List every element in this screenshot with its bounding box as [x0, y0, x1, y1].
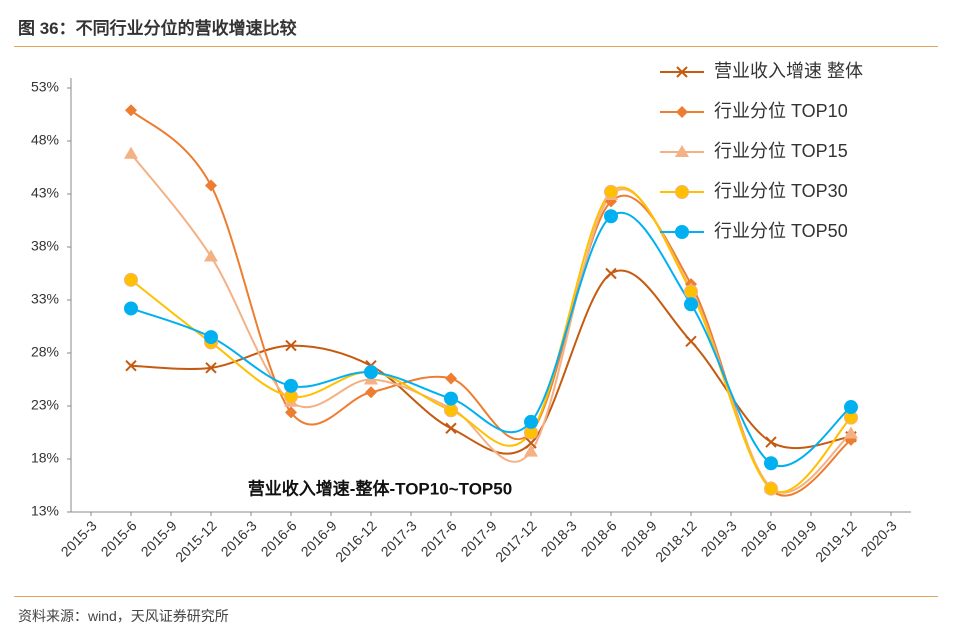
- point: [605, 267, 617, 280]
- point: [764, 481, 778, 496]
- y-tick-label: 33%: [31, 291, 59, 307]
- point: [445, 372, 457, 385]
- x-tick-label: 2019-3: [698, 517, 740, 559]
- point: [525, 437, 537, 449]
- x-tick-label: 2015-12: [172, 517, 220, 565]
- legend-entry: 行业分位 TOP15: [660, 141, 848, 161]
- marker-stroke: [205, 362, 217, 374]
- point: [604, 184, 618, 199]
- x-tick-label: 2017-12: [492, 517, 540, 565]
- x-tick-label: 2016-6: [258, 517, 300, 559]
- y-tick-label: 48%: [31, 132, 59, 148]
- y-tick-label: 23%: [31, 397, 59, 413]
- x-tick-label: 2018-6: [578, 517, 620, 559]
- point: [684, 284, 698, 299]
- point: [604, 209, 618, 224]
- point: [365, 386, 377, 399]
- legend-marker: [676, 66, 688, 78]
- x-tick-label: 2018-12: [652, 517, 700, 565]
- point: [764, 456, 778, 471]
- marker-stroke: [765, 436, 777, 448]
- y-tick-label: 28%: [31, 344, 59, 360]
- point: [284, 378, 298, 393]
- series-line: [130, 153, 852, 494]
- point: [524, 414, 538, 429]
- rule: [14, 596, 938, 597]
- legend-entry: 行业分位 TOP30: [660, 181, 848, 201]
- marker-stroke: [125, 360, 137, 372]
- legend-marker: [676, 106, 688, 118]
- marker-stroke: [285, 339, 297, 352]
- legend-entry: 营业收入增速 整体: [660, 61, 863, 81]
- point: [844, 426, 858, 439]
- y-tick-label: 38%: [31, 238, 59, 254]
- x-tick-label: 2019-12: [812, 517, 860, 565]
- legend-label: 营业收入增速 整体: [714, 61, 863, 81]
- rule: [14, 46, 938, 47]
- annotation: 营业收入增速-整体-TOP10~TOP50: [248, 478, 512, 498]
- x-tick-label: 2020-3: [858, 517, 900, 559]
- marker-stroke: [605, 267, 617, 280]
- x-tick-label: 2016-12: [332, 517, 380, 565]
- x-tick-label: 2019-6: [738, 517, 780, 559]
- legend-label: 行业分位 TOP10: [714, 101, 848, 121]
- chart: 营业收入增速-整体-TOP10~TOP50 13% 18% 23% 28% 33% 38%…: [31, 61, 911, 565]
- figure-title: 图 36：不同行业分位的营收增速比较: [18, 19, 297, 38]
- legend-marker: [675, 145, 689, 157]
- legend-label: 行业分位 TOP30: [714, 181, 848, 201]
- legend-label: 行业分位 TOP15: [714, 141, 848, 161]
- point: [444, 403, 458, 418]
- point: [444, 391, 458, 406]
- marker-stroke: [676, 66, 688, 78]
- legend-marker: [675, 225, 689, 239]
- x-tick-label: 2015-6: [98, 517, 140, 559]
- y-tick-label: 43%: [31, 185, 59, 201]
- point: [125, 360, 137, 372]
- legend-entry: 行业分位 TOP50: [660, 221, 848, 241]
- point: [124, 146, 138, 159]
- point: [524, 444, 538, 457]
- x-tick-label: 2017-6: [418, 517, 460, 559]
- point: [445, 422, 457, 434]
- x-tick-label: 2018-3: [538, 517, 580, 559]
- point: [204, 330, 218, 345]
- legend-label: 行业分位 TOP50: [714, 221, 848, 241]
- series-line: [130, 269, 852, 455]
- marker-stroke: [525, 437, 537, 449]
- source: 资料来源：wind，天风证券研究所: [18, 608, 229, 624]
- x-tick-label: 2017-3: [378, 517, 420, 559]
- point: [205, 362, 217, 374]
- point: [684, 297, 698, 312]
- point: [125, 104, 137, 117]
- point: [765, 436, 777, 448]
- x-tick-label: 2016-3: [218, 517, 260, 559]
- point: [124, 272, 138, 287]
- point: [204, 249, 218, 262]
- point: [364, 365, 378, 380]
- legend-entry: 行业分位 TOP10: [660, 101, 848, 121]
- y-tick-label: 13%: [31, 503, 59, 519]
- y-tick-label: 53%: [31, 79, 59, 95]
- point: [285, 339, 297, 352]
- point: [685, 335, 697, 348]
- series-line: [130, 211, 852, 467]
- x-tick-label: 2015-3: [58, 517, 100, 559]
- marker-stroke: [445, 422, 457, 434]
- point: [844, 400, 858, 415]
- legend-marker: [675, 185, 689, 199]
- point: [205, 179, 217, 192]
- point: [285, 406, 297, 419]
- y-tick-label: 18%: [31, 450, 59, 466]
- point: [124, 301, 138, 316]
- marker-stroke: [685, 335, 697, 348]
